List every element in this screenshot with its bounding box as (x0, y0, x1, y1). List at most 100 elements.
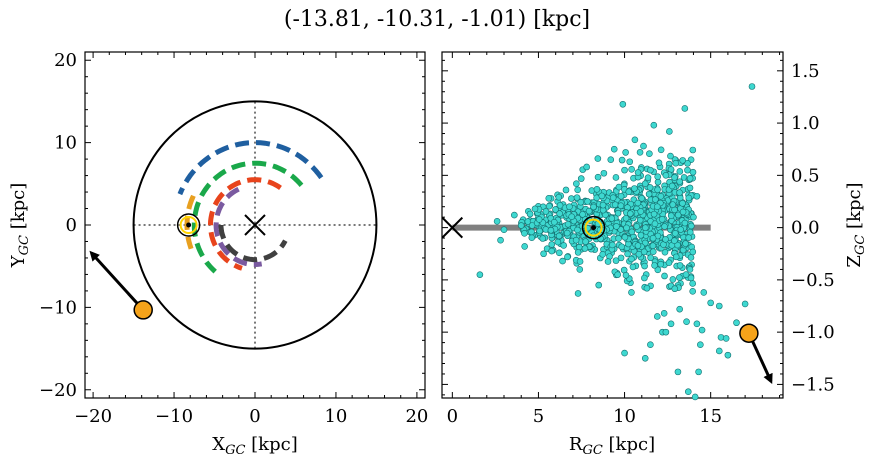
star-point (599, 251, 606, 258)
star-point (593, 185, 601, 193)
star-point (655, 159, 663, 167)
star-point (689, 168, 697, 176)
sun-marker (584, 218, 603, 237)
star-point (568, 195, 575, 202)
star-point (624, 250, 631, 258)
right-y-tick-label: 0.5 (791, 165, 820, 186)
right-x-tick-label: 15 (699, 406, 722, 427)
star-point (665, 259, 673, 266)
left-panel: −20 −10 0 10 20 −20 −10 0 10 20 XGC [kpc] YGC [kp… (8, 50, 428, 458)
sun-marker (591, 225, 597, 231)
star-point (641, 180, 649, 188)
star-point (555, 193, 563, 201)
spiral-arm (213, 186, 263, 267)
star-point (555, 232, 563, 240)
star-point (564, 253, 571, 261)
spiral-arm (191, 160, 304, 274)
star-point (672, 159, 680, 167)
star-point (715, 347, 723, 355)
star-point (622, 149, 629, 156)
star-point (640, 142, 647, 150)
star-point (568, 213, 576, 221)
star-point (528, 222, 536, 229)
star-point (657, 146, 665, 154)
star-point (531, 205, 539, 213)
star-point (641, 354, 649, 362)
star-point (650, 210, 658, 218)
star-point (641, 262, 648, 270)
star-point (617, 254, 625, 262)
star-point (621, 166, 628, 174)
right-panel: 0 5 10 15 −1.5 −1.0 −0.5 0.0 0.5 1.0 1.5 RGC [kpc]… (441, 51, 868, 458)
star-point (674, 368, 682, 376)
star-point (476, 271, 484, 278)
right-x-tick-label: 0 (447, 406, 458, 427)
star-point (540, 250, 547, 258)
star-point (614, 271, 621, 278)
star-point (682, 271, 690, 278)
star-point (654, 178, 662, 186)
star-point (628, 255, 635, 263)
star-point (633, 223, 641, 230)
star-point (581, 245, 589, 252)
star-point (676, 274, 683, 281)
star-point (619, 100, 627, 108)
star-point (615, 235, 622, 242)
star-point (622, 271, 630, 279)
star-point (679, 208, 687, 216)
left-y-axis-label: YGC [kpc] (8, 183, 32, 269)
star-point (654, 266, 662, 274)
star-point (681, 219, 689, 227)
star-point (521, 229, 528, 237)
left-ticks: −20 −10 0 10 20 −20 −10 0 10 20 (39, 50, 428, 427)
star-point (645, 190, 653, 198)
left-y-tick-label: 0 (66, 215, 77, 236)
right-ticks: 0 5 10 15 −1.5 −1.0 −0.5 0.0 0.5 1.0 1.5 (442, 52, 835, 427)
star-point (631, 136, 639, 144)
right-plot-content (441, 83, 773, 401)
star-point (657, 193, 665, 200)
star-point (687, 274, 695, 282)
star-point (685, 234, 692, 241)
star-point (497, 236, 504, 244)
star-point (671, 237, 678, 245)
left-plot-content (89, 100, 378, 350)
left-x-tick-label: −20 (74, 406, 112, 427)
sun-marker (581, 215, 606, 240)
star-point (649, 242, 657, 250)
star-point (500, 226, 508, 234)
star-point (643, 284, 651, 292)
star-point (626, 210, 634, 217)
star-point (539, 235, 547, 242)
star-point (548, 247, 555, 255)
star-point (671, 230, 679, 237)
star-point (697, 341, 704, 348)
left-y-tick-label: −10 (39, 297, 77, 318)
star-point (608, 215, 616, 222)
star-point (598, 192, 606, 200)
star-point (679, 157, 686, 164)
galactic-center-marker (441, 216, 464, 239)
star-point (690, 213, 697, 221)
star-point (628, 228, 636, 236)
star-point (689, 248, 697, 256)
star-point (667, 320, 675, 328)
star-point (641, 274, 648, 282)
star-point (554, 238, 562, 246)
star-point (614, 209, 622, 217)
star-point (653, 313, 661, 320)
star-point (650, 121, 658, 129)
sun-marker (179, 216, 198, 234)
object-marker (133, 300, 153, 320)
star-point (707, 299, 714, 307)
star-point (686, 228, 694, 236)
star-point (617, 202, 625, 209)
star-point (583, 163, 590, 171)
star-point (689, 288, 696, 295)
star-point (621, 233, 629, 241)
star-point (612, 257, 620, 264)
star-point (517, 222, 525, 229)
star-point (562, 186, 570, 194)
star-point (676, 168, 684, 175)
